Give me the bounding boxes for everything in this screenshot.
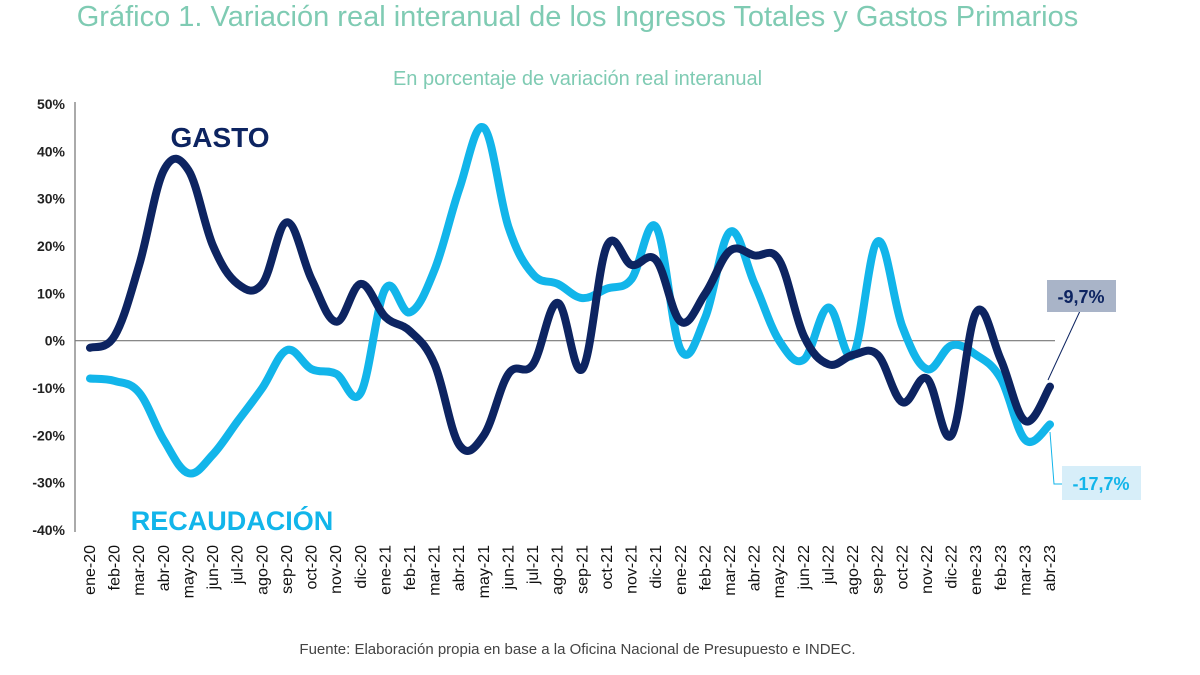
x-tick-label: mar-23 xyxy=(1017,545,1034,596)
x-tick-label: mar-21 xyxy=(427,545,444,596)
x-tick-label: ene-20 xyxy=(82,545,99,595)
x-tick-label: ene-22 xyxy=(673,545,690,595)
x-tick-label: jun-20 xyxy=(205,545,222,591)
y-axis: -40% -30% -20% -10% 0% 10% 20% 30% 40% 50% xyxy=(32,96,76,538)
x-tick-label: jul-20 xyxy=(230,545,247,585)
x-tick-label: feb-21 xyxy=(402,545,419,590)
callout-leader-gasto xyxy=(1047,310,1081,381)
x-tick-label: abr-22 xyxy=(747,545,764,591)
x-tick-label: nov-22 xyxy=(919,545,936,594)
x-tick-label: mar-22 xyxy=(722,545,739,596)
x-tick-label: may-20 xyxy=(180,545,197,598)
y-tick-label: 0% xyxy=(45,333,66,349)
x-tick-label: abr-21 xyxy=(451,545,468,591)
x-tick-label: sep-22 xyxy=(870,545,887,594)
y-tick-label: -30% xyxy=(32,475,65,491)
x-tick-label: dic-20 xyxy=(353,545,370,589)
x-tick-label: jul-21 xyxy=(525,545,542,585)
x-tick-label: may-21 xyxy=(476,545,493,598)
x-tick-label: nov-20 xyxy=(328,545,345,594)
series-label-gasto: GASTO xyxy=(170,122,269,153)
x-tick-label: abr-20 xyxy=(156,545,173,591)
source-note: Fuente: Elaboración propia en base a la … xyxy=(299,641,856,658)
x-tick-label: jul-22 xyxy=(820,545,837,585)
x-tick-label: oct-21 xyxy=(599,545,616,590)
callout-box-recaudacion xyxy=(1062,466,1141,500)
x-tick-label: ago-20 xyxy=(254,545,271,595)
x-tick-label: mar-20 xyxy=(131,545,148,596)
x-tick-label: ene-21 xyxy=(377,545,394,595)
x-tick-label: abr-23 xyxy=(1042,545,1059,591)
x-tick-label: dic-22 xyxy=(944,545,961,589)
y-tick-label: 10% xyxy=(37,285,66,301)
callout-box-gasto xyxy=(1047,280,1116,312)
x-tick-label: jun-21 xyxy=(500,545,517,591)
x-tick-label: dic-21 xyxy=(648,545,665,589)
x-tick-label: feb-22 xyxy=(697,545,714,590)
y-tick-label: -10% xyxy=(32,380,65,396)
chart-title: Gráfico 1. Variación real interanual de … xyxy=(76,1,1079,33)
chart-subtitle: En porcentaje de variación real interanu… xyxy=(392,68,763,90)
y-tick-label: 40% xyxy=(37,143,66,159)
x-tick-label: feb-23 xyxy=(993,545,1010,590)
x-tick-label: oct-20 xyxy=(304,545,321,590)
x-tick-label: sep-20 xyxy=(279,545,296,594)
y-tick-label: 30% xyxy=(37,191,66,207)
callout-leader-recaudacion xyxy=(1049,431,1062,485)
x-tick-label: may-22 xyxy=(771,545,788,598)
series-line-gasto xyxy=(86,154,1054,455)
y-tick-label: 20% xyxy=(37,238,66,254)
x-tick-label: ene-23 xyxy=(968,545,985,595)
x-axis: ene-20 feb-20 mar-20 abr-20 may-20 jun-20 jul-… xyxy=(82,545,1059,598)
y-tick-label: 50% xyxy=(37,96,66,112)
x-tick-label: ago-21 xyxy=(550,545,567,595)
series-line-recaudacion xyxy=(86,123,1054,478)
x-tick-label: nov-21 xyxy=(624,545,641,594)
x-tick-label: oct-22 xyxy=(894,545,911,590)
series-label-recaudacion: RECAUDACIÓN xyxy=(131,505,334,536)
x-tick-label: ago-22 xyxy=(845,545,862,595)
y-tick-label: -40% xyxy=(32,522,65,538)
x-tick-label: jun-22 xyxy=(796,545,813,591)
x-tick-label: sep-21 xyxy=(574,545,591,594)
x-tick-label: feb-20 xyxy=(107,545,124,590)
y-tick-label: -20% xyxy=(32,427,65,443)
callout-value-gasto: -9,7% xyxy=(1057,287,1104,307)
callout-value-recaudacion: -17,7% xyxy=(1072,474,1129,494)
